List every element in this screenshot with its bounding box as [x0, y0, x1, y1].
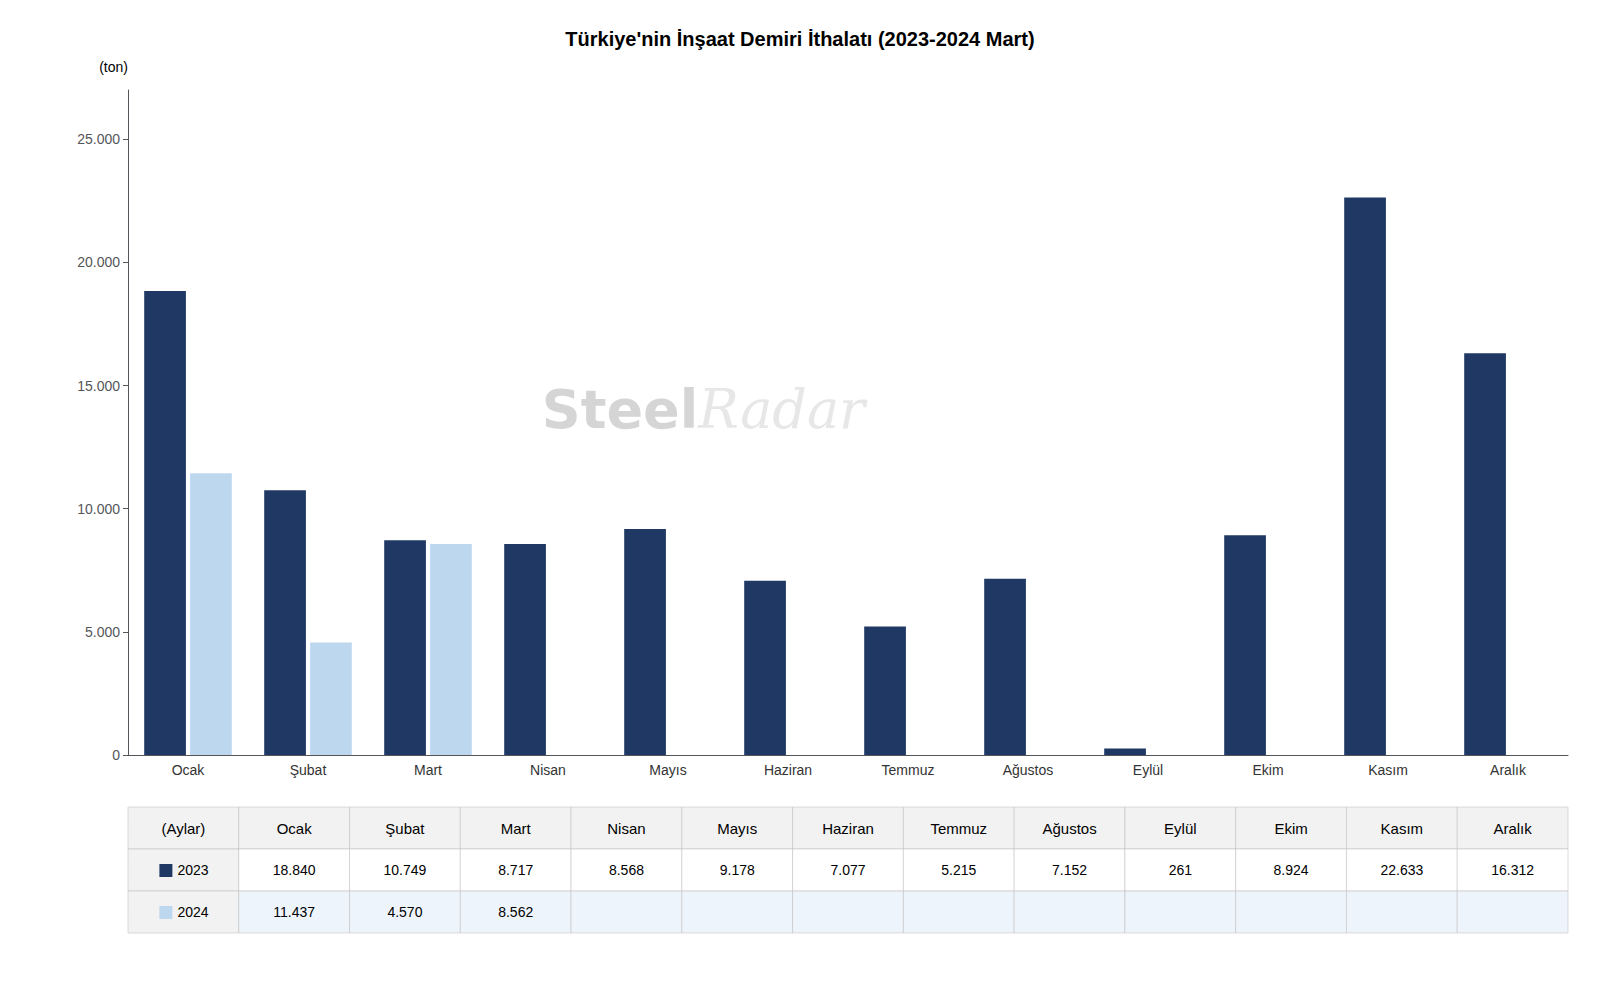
svg-text:Temmuz: Temmuz [930, 820, 987, 837]
svg-text:261: 261 [1169, 862, 1193, 878]
svg-text:Türkiye'nin İnşaat Demiri İtha: Türkiye'nin İnşaat Demiri İthalatı (2023… [565, 28, 1034, 50]
svg-text:18.840: 18.840 [273, 862, 316, 878]
svg-text:4.570: 4.570 [387, 904, 422, 920]
svg-text:7.152: 7.152 [1052, 862, 1087, 878]
svg-text:Eylül: Eylül [1164, 820, 1197, 837]
svg-text:Mayıs: Mayıs [717, 820, 757, 837]
svg-text:Ekim: Ekim [1274, 820, 1307, 837]
svg-text:8.568: 8.568 [609, 862, 644, 878]
svg-text:Temmuz: Temmuz [882, 762, 935, 778]
svg-text:10.000: 10.000 [77, 501, 120, 517]
svg-text:5.215: 5.215 [941, 862, 976, 878]
svg-text:9.178: 9.178 [720, 862, 755, 878]
svg-text:Haziran: Haziran [822, 820, 874, 837]
svg-text:Haziran: Haziran [764, 762, 812, 778]
svg-text:Radar: Radar [697, 378, 868, 441]
svg-text:25.000: 25.000 [77, 131, 120, 147]
svg-text:Kasım: Kasım [1381, 820, 1424, 837]
svg-text:11.437: 11.437 [273, 904, 315, 920]
svg-text:Şubat: Şubat [385, 820, 425, 837]
svg-text:Şubat: Şubat [290, 762, 327, 778]
svg-text:Steel: Steel [542, 378, 698, 441]
svg-text:Kasım: Kasım [1368, 762, 1408, 778]
svg-text:22.633: 22.633 [1380, 862, 1423, 878]
svg-text:Nisan: Nisan [530, 762, 566, 778]
svg-text:Eylül: Eylül [1133, 762, 1163, 778]
svg-text:Ekim: Ekim [1252, 762, 1283, 778]
svg-text:15.000: 15.000 [77, 378, 120, 394]
svg-text:7.077: 7.077 [830, 862, 865, 878]
svg-text:Mayıs: Mayıs [649, 762, 686, 778]
svg-text:Ocak: Ocak [277, 820, 313, 837]
svg-text:Ocak: Ocak [172, 762, 206, 778]
svg-text:0: 0 [112, 747, 120, 763]
svg-text:10.749: 10.749 [384, 862, 427, 878]
svg-text:8.717: 8.717 [498, 862, 533, 878]
svg-text:20.000: 20.000 [77, 254, 120, 270]
svg-text:(Aylar): (Aylar) [161, 820, 205, 837]
svg-text:(ton): (ton) [99, 59, 128, 75]
svg-text:2024: 2024 [177, 904, 208, 920]
svg-text:Aralık: Aralık [1490, 762, 1527, 778]
svg-text:Nisan: Nisan [607, 820, 645, 837]
svg-text:5.000: 5.000 [85, 624, 120, 640]
svg-text:Ağustos: Ağustos [1003, 762, 1054, 778]
svg-text:Mart: Mart [414, 762, 442, 778]
svg-text:8.562: 8.562 [498, 904, 533, 920]
svg-text:Mart: Mart [501, 820, 532, 837]
svg-text:8.924: 8.924 [1274, 862, 1309, 878]
svg-text:Aralık: Aralık [1493, 820, 1532, 837]
svg-text:Ağustos: Ağustos [1042, 820, 1096, 837]
svg-text:2023: 2023 [177, 862, 208, 878]
svg-text:16.312: 16.312 [1491, 862, 1534, 878]
